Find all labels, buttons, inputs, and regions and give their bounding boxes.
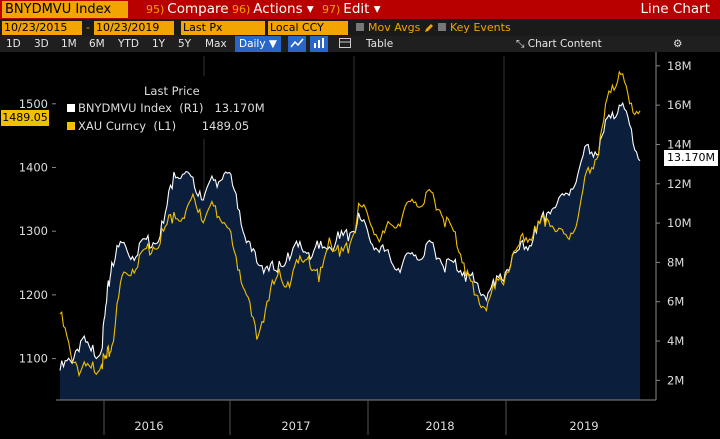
period-1y[interactable]: 1Y [152,38,166,50]
period-ytd[interactable]: YTD [118,38,139,50]
end-date-field[interactable]: 10/23/2019 [94,21,174,35]
period-max[interactable]: Max [205,38,227,50]
actions-label: Actions ▾ [253,1,314,17]
xau-line [59,70,641,378]
legend-box[interactable]: Last Price BNYDMVU Index (R1) 13.170M XA… [57,76,289,139]
actions-menu-button[interactable]: 96) Actions ▾ [232,0,314,19]
frequency-select[interactable]: Daily ▼ [235,36,281,52]
compare-shortcut: 95) [146,3,165,16]
line-chart-icon[interactable] [288,36,306,52]
price-field-select[interactable]: Last Px [181,21,265,35]
title-bar: BNYDMVU Index 95) Compare 96) Actions ▾ 97… [0,0,720,19]
left-tick-label: 1400 [19,160,48,174]
key-events-label: Key Events [450,21,511,34]
legend-value-xau: 1489.05 [201,119,250,133]
x-tick-label: 2019 [569,419,598,433]
settings-gear-icon[interactable]: ⚙ [673,38,683,50]
bnydmvu-area-fill [60,103,640,400]
window-title: Line Chart [640,1,710,17]
legend-value-bnydmvu: 13.170M [214,101,265,115]
legend-swatch-bnydmvu [67,104,75,112]
left-tick-label: 1300 [19,224,48,238]
bnydmvu-line [59,101,641,371]
legend-label-xau: XAU Curncy (L1) [78,119,177,133]
right-tick-label: 18M [667,59,692,73]
right-tick-label: 6M [667,295,684,309]
currency-select[interactable]: Local CCY [268,21,348,35]
left-tick-label: 1500 [19,97,48,111]
right-tick-label: 12M [667,177,692,191]
right-tick-label: 16M [667,98,692,112]
period-5y[interactable]: 5Y [178,38,192,50]
edit-shortcut: 97) [322,3,341,16]
chart-content-button[interactable]: ⤡ Chart Content [516,36,602,52]
start-date-field[interactable]: 10/23/2015 [2,21,82,35]
edit-label: Edit ▾ [343,1,381,17]
x-tick-label: 2016 [134,419,163,433]
right-tick-label: 2M [667,373,684,387]
right-axis-ticks: 2M 4M 6M 8M 10M 12M 14M 16M 18M [656,59,692,387]
edit-menu-button[interactable]: 97) Edit ▾ [322,0,381,19]
left-tick-label: 1200 [19,288,48,302]
left-axis-ticks: 1100 1200 1300 1400 1500 [19,97,56,366]
right-tick-label: 14M [667,137,692,151]
xau-last-value-tag: 1489.05 [1,110,49,126]
mov-avgs-label: Mov Avgs [368,21,421,34]
right-tick-label: 8M [667,255,684,269]
period-1m[interactable]: 1M [61,38,77,50]
bar-chart-icon[interactable] [310,36,328,52]
actions-shortcut: 96) [232,3,251,16]
date-range-separator: - [86,21,90,34]
bnydmvu-last-value-tag: 13.170M [664,150,718,166]
parameters-bar: 10/23/2015 - 10/23/2019 Last Px Local CC… [0,19,720,36]
key-events-checkbox-box [438,23,446,31]
security-ticker-field[interactable]: BNYDMVU Index [2,1,128,18]
pencil-icon[interactable] [424,23,434,33]
table-button[interactable]: Table [366,38,394,50]
period-6m[interactable]: 6M [89,38,105,50]
key-events-checkbox[interactable]: Key Events [438,21,511,35]
x-axis-ticks: 2016 2017 2018 2019 [103,400,599,435]
mov-avgs-checkbox[interactable]: Mov Avgs [356,21,420,35]
legend-row-bnydmvu: BNYDMVU Index (R1) 13.170M [67,101,265,115]
magic-wand-icon: ⤡ [516,38,528,50]
period-3d[interactable]: 3D [34,38,49,50]
table-icon[interactable] [339,36,351,52]
mov-avgs-checkbox-box [356,23,364,31]
right-tick-label: 10M [667,216,692,230]
legend-header: Last Price [144,84,200,98]
compare-button[interactable]: 95) Compare [146,0,229,19]
left-tick-label: 1100 [19,352,48,366]
right-tick-label: 4M [667,334,684,348]
legend-label-bnydmvu: BNYDMVU Index (R1) [78,101,204,115]
period-toolbar: 1D 3D 1M 6M YTD 1Y 5Y Max Daily ▼ Table … [0,36,720,53]
period-1d[interactable]: 1D [6,38,21,50]
chart-content-label: Chart Content [527,38,602,50]
legend-row-xau: XAU Curncy (L1) 1489.05 [67,119,249,133]
x-tick-label: 2017 [281,419,310,433]
compare-label: Compare [167,1,229,17]
legend-swatch-xau [67,122,75,130]
x-tick-label: 2018 [425,419,454,433]
